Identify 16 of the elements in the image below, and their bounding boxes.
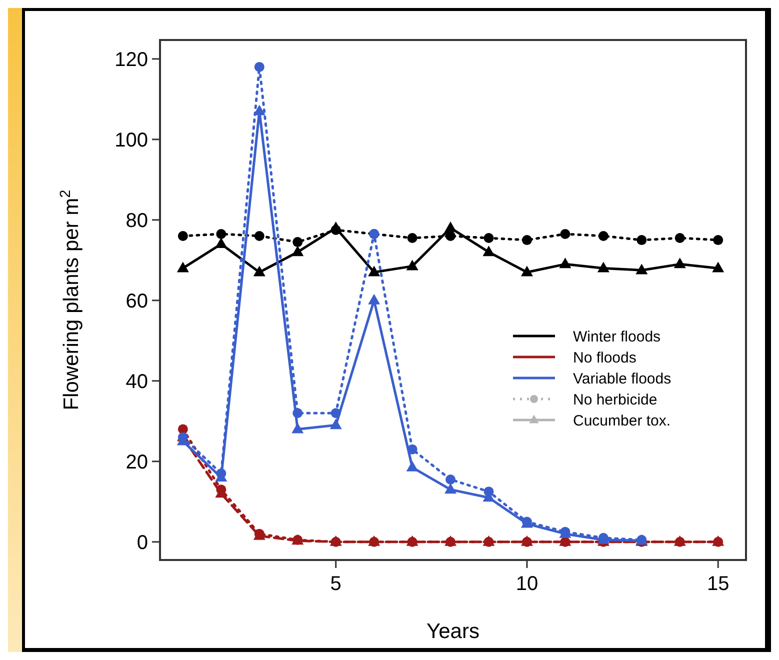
legend-label: Variable floods xyxy=(573,370,672,388)
y-tick-label: 0 xyxy=(136,532,148,554)
y-tick-label: 100 xyxy=(114,129,148,152)
y-tick-label: 120 xyxy=(114,48,148,71)
y-tick-label: 40 xyxy=(126,370,148,393)
legend-label: Cucumber tox. xyxy=(573,412,671,430)
x-tick-label: 5 xyxy=(330,573,342,595)
legend-label: Winter floods xyxy=(573,328,661,346)
y-tick-label: 60 xyxy=(126,290,148,312)
x-tick-label: 15 xyxy=(706,573,730,595)
y-tick-label: 80 xyxy=(126,210,148,232)
legend-label: No herbicide xyxy=(573,391,658,408)
legend-label: No floods xyxy=(573,349,636,366)
x-tick-label: 10 xyxy=(516,573,538,595)
y-tick-label: 20 xyxy=(126,451,148,474)
x-axis-title: Years xyxy=(426,620,480,643)
